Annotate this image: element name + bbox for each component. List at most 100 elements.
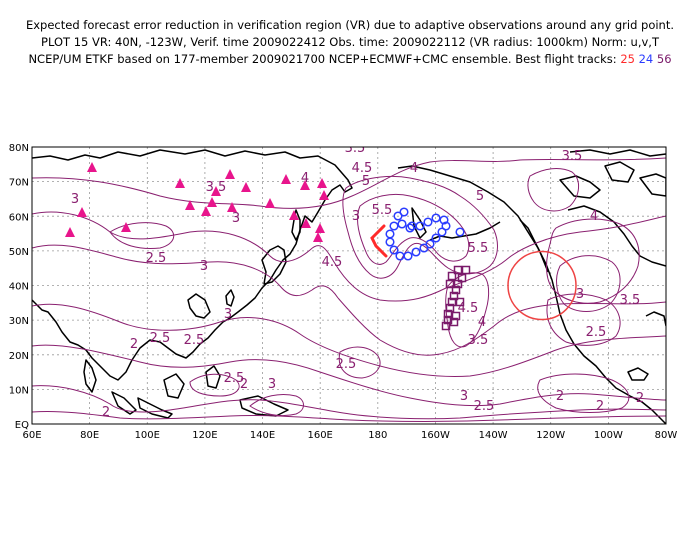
triangle-marker [241,182,251,192]
coastlines [32,149,666,424]
track-24-marker [405,223,415,233]
track-24-marker [397,219,407,229]
triangle-marker [225,169,235,179]
graticule [32,147,666,424]
contour-label: 5 [476,189,484,204]
lat-label: 10N [9,385,29,396]
lon-label: 180 [368,430,387,441]
track-56-marker [453,279,463,289]
triangle-marker [315,223,325,233]
contour-label: 5 [362,174,370,189]
track-56-marker [445,303,455,313]
triangle-marker [121,222,131,232]
track-56-marker [443,309,453,319]
lon-label: 120W [536,430,565,441]
track-56-marker [449,291,459,301]
lat-axis-labels: 80N 70N 60N 50N 40N 30N 20N 10N EQ [9,143,29,431]
contour-label: 2.5 [184,333,205,348]
contour-labels: 3.53.544.554333.545.555.54.54.543.53.532… [71,141,644,420]
track-24-marker [411,247,421,257]
triangle-marker [289,210,299,220]
track-56-marker [453,265,463,275]
track-56-marker [441,321,451,331]
track-24-marker [385,229,395,239]
contour-label: 2 [636,391,644,406]
track-56-marker [449,317,459,327]
track-56-marker [461,265,471,275]
lat-label: 20N [9,351,29,362]
track-56-marker [451,285,461,295]
triangle-marker [300,180,310,190]
contour-label: 2.5 [150,331,171,346]
contour-label: 3 [71,192,79,207]
contour-label: 3.5 [562,149,583,164]
lat-label: 70N [9,178,29,189]
contour-label: 2.5 [336,357,357,372]
contour-label: 4.5 [458,301,479,316]
triangle-marker [77,207,87,217]
contour-label: 4.5 [322,255,343,270]
contour-label: 2 [130,337,138,352]
lon-label: 140W [479,430,508,441]
contour-label: 2 [596,399,604,414]
contour-label: 3 [352,209,360,224]
triangle-marker [87,162,97,172]
lat-label: 30N [9,316,29,327]
title-line-3: NCEP/UM ETKF based on 177-member 2009021… [0,52,700,66]
contour-label: 2 [240,377,248,392]
track-24-marker [399,207,409,217]
contour-label: 3 [232,211,240,226]
track-56-marker [451,311,461,321]
lon-label: 60E [22,430,41,441]
triangle-marker [211,186,221,196]
title-line-2: PLOT 15 VR: 40N, -123W, Verif. time 2009… [41,35,659,49]
track-24-marker [425,239,435,249]
triangle-marker [227,202,237,212]
triangle-marker [313,232,323,242]
contour-label: 3.5 [345,141,366,156]
track-56-marker [445,279,455,289]
lat-label: 50N [9,247,29,258]
lon-label: 80E [80,430,99,441]
contour-label: 3.5 [620,293,641,308]
track-24-marker [389,245,399,255]
contour-label: 5.5 [468,241,489,256]
contour-label: 4 [301,171,309,186]
track-56-marker [455,297,465,307]
lat-label: 60N [9,212,29,223]
contour-label: 3 [460,389,468,404]
track-24-marker [431,233,441,243]
contour-label: 2 [556,389,564,404]
track-24-marker [385,237,395,247]
triangle-marker [175,178,185,188]
triangle-marker [185,200,195,210]
flight-track-25 [370,224,388,258]
track-24-marker [419,243,429,253]
lon-label: 120E [192,430,217,441]
track-24-marker [437,227,447,237]
triangle-marker [265,198,275,208]
lat-label: 80N [9,143,29,154]
track-24-marker [393,211,403,221]
lat-label: EQ [15,420,29,431]
track-56-marker [447,271,457,281]
track-24-marker [403,251,413,261]
triangle-marker [207,197,217,207]
triangle-marker [281,174,291,184]
contour-label: 2 [102,405,110,420]
lon-label: 160W [421,430,450,441]
title-line-1: Expected forecast error reduction in ver… [25,18,675,32]
contour-label: 2.5 [224,371,245,386]
track-56-marker [443,315,453,325]
contour-label: 4 [478,315,486,330]
contour-label: 2.5 [474,399,495,414]
contour-label: 3 [224,307,232,322]
lat-label: 40N [9,282,29,293]
contour-label: 4 [410,161,418,176]
triangle-marker [301,218,311,228]
lon-label: 100E [135,430,160,441]
triangle-marker [319,190,329,200]
contour-label: 4 [590,209,598,224]
lon-label: 100W [594,430,623,441]
